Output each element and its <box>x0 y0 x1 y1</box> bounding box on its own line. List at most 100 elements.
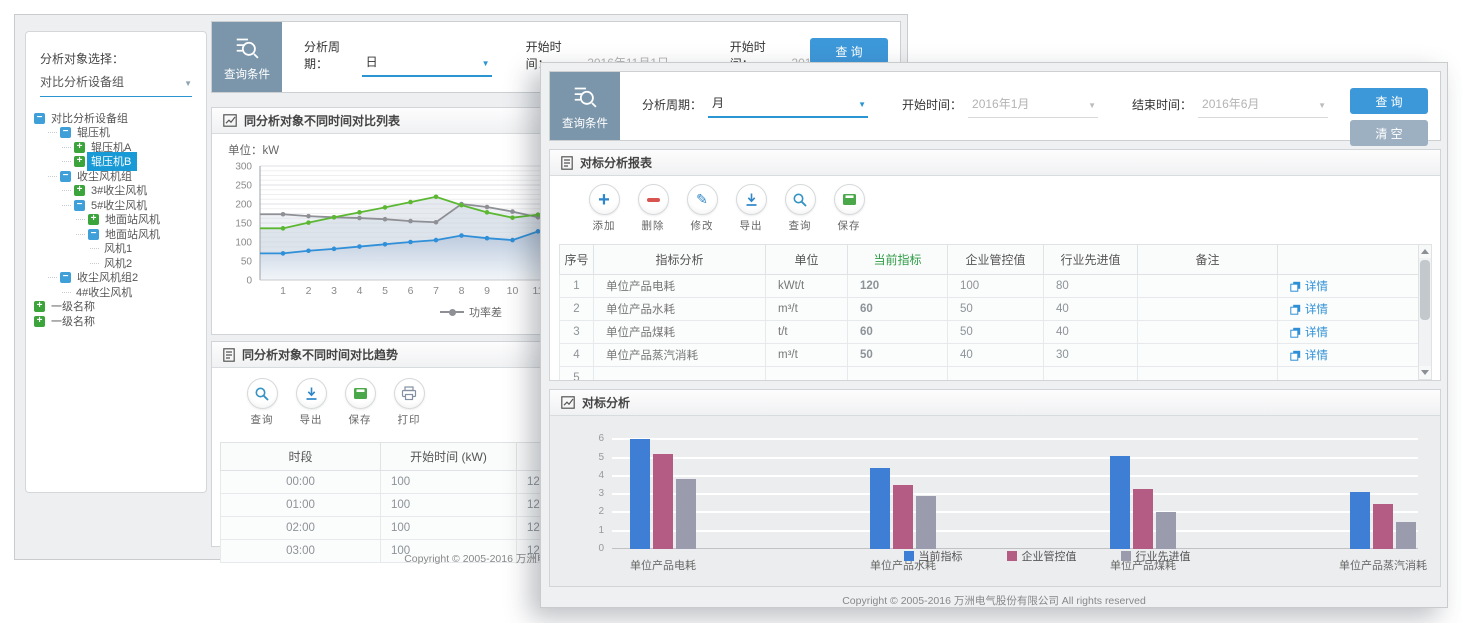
tree-node-label: 一级名称 <box>51 315 95 328</box>
expand-icon[interactable]: + <box>88 214 99 226</box>
svg-text:10: 10 <box>507 285 519 297</box>
scroll-thumb[interactable] <box>1420 260 1430 320</box>
report-scrollbar[interactable] <box>1418 244 1432 380</box>
front-query-fields: 分析周期：月 ▼ 开始时间： 2016年1月 ▼ 结束时间： 2016年6月 ▼ <box>620 72 1329 140</box>
collapse-icon[interactable]: − <box>74 199 85 211</box>
tree-node[interactable]: − 地面站风机 <box>26 227 206 242</box>
tree-node-label: 风机1 <box>104 243 133 256</box>
expand-icon[interactable]: + <box>74 156 85 168</box>
tree-node[interactable]: 风机2 <box>26 256 206 271</box>
save-circle <box>833 184 865 215</box>
field-select[interactable]: 月 ▼ <box>708 94 869 118</box>
tree-node[interactable]: + 辊压机A <box>26 140 206 155</box>
unit-cell: kWt/t <box>765 274 848 298</box>
query-condition-box: 查询条件 <box>212 22 282 92</box>
field-select[interactable]: 2016年6月 ▼ <box>1198 95 1329 118</box>
collapse-icon[interactable]: − <box>88 228 99 240</box>
tree-node[interactable]: + 辊压机B <box>26 152 206 172</box>
toolbar-button-print[interactable]: 打印 <box>389 378 429 427</box>
edit-circle: ✎ <box>686 184 718 215</box>
tree-node[interactable]: + 地面站风机 <box>26 213 206 228</box>
detail-link[interactable]: 详情 <box>1278 324 1419 340</box>
field-select[interactable]: 日 ▼ <box>361 53 492 77</box>
tree-node-label: 对比分析设备组 <box>51 112 128 125</box>
toolbar-button-save[interactable]: 保存 <box>340 378 380 427</box>
query-button[interactable]: 查 询 <box>1350 88 1428 114</box>
field-select[interactable]: 2016年1月 ▼ <box>968 95 1099 118</box>
device-tree: − 对比分析设备组 − 辊压机 + 辊压机A + 辊压机B − 收尘风机组 +3#收尘风机 −5#收尘… <box>26 111 206 329</box>
scroll-up-arrow[interactable] <box>1419 245 1431 258</box>
tree-node[interactable]: −5#收尘风机 <box>26 198 206 213</box>
bar-行业先进值 <box>676 479 696 549</box>
gridline <box>612 474 1418 477</box>
value-cell: 100 <box>380 493 517 517</box>
row-number: 1 <box>559 274 594 298</box>
tree-connector <box>62 291 71 293</box>
tree-node[interactable]: 风机1 <box>26 242 206 257</box>
svg-text:0: 0 <box>246 276 252 287</box>
line-chart-title: 同分析对象不同时间对比列表 <box>244 114 401 128</box>
advanced-value: 30 <box>1043 343 1138 367</box>
legend-marker <box>1006 551 1017 561</box>
report-table-row[interactable]: 5 <box>559 366 1419 380</box>
tree-node-label: 辊压机A <box>91 141 132 154</box>
scroll-down-arrow[interactable] <box>1419 366 1431 379</box>
collapse-icon[interactable]: − <box>60 272 71 284</box>
legend-item: 企业管控值 <box>1006 548 1077 564</box>
collapse-icon[interactable]: − <box>34 112 45 124</box>
tree-node[interactable]: − 收尘风机组 <box>26 169 206 184</box>
indicator-name: 单位产品蒸汽消耗 <box>593 343 766 367</box>
device-group-select[interactable]: 对比分析设备组 ▼ <box>40 73 192 97</box>
expand-icon[interactable]: + <box>34 301 45 313</box>
tree-connector <box>48 175 57 177</box>
tree-node[interactable]: + 一级名称 <box>26 314 206 329</box>
collapse-icon[interactable]: − <box>60 170 71 182</box>
svg-text:4: 4 <box>357 285 363 297</box>
tree-node[interactable]: 4#收尘风机 <box>26 285 206 300</box>
expand-icon[interactable]: + <box>74 141 85 153</box>
report-table-wrap: 序号 指标分析 单位 当前指标 企业管控值 行业先进值 备注 1 单位产品电耗 kWt/t 120 1… <box>559 244 1419 380</box>
trend-toolbar: 查询 导出 保存 打印 <box>242 378 429 427</box>
toolbar-button-search[interactable]: 查询 <box>780 184 820 233</box>
report-table-row[interactable]: 2 单位产品水耗 m³/t 60 50 40 详情 <box>559 297 1419 321</box>
plus-icon: + <box>598 188 610 211</box>
tree-node[interactable]: + 一级名称 <box>26 300 206 315</box>
chevron-down-icon: ▼ <box>481 58 490 68</box>
toolbar-button-label: 删除 <box>641 220 665 232</box>
toolbar-button-export[interactable]: 导出 <box>291 378 331 427</box>
tree-node-label: 辊压机 <box>77 127 110 140</box>
toolbar-button-add[interactable]: + 添加 <box>584 184 624 233</box>
detail-link[interactable]: 详情 <box>1278 301 1419 317</box>
report-table-row[interactable]: 4 单位产品蒸汽消耗 m³/t 50 40 30 详情 <box>559 343 1419 367</box>
expand-icon[interactable]: + <box>34 315 45 327</box>
collapse-icon[interactable]: − <box>60 127 71 139</box>
legend-marker <box>440 308 464 316</box>
tree-node[interactable]: − 收尘风机组2 <box>26 271 206 286</box>
export-circle <box>735 184 767 215</box>
toolbar-button-remove[interactable]: 删除 <box>633 184 673 233</box>
report-table-row[interactable]: 1 单位产品电耗 kWt/t 120 100 80 详情 <box>559 274 1419 298</box>
detail-cell: 详情 <box>1277 274 1419 298</box>
detail-icon <box>1290 327 1301 338</box>
time-cell: 00:00 <box>220 470 381 494</box>
toolbar-button-search[interactable]: 查询 <box>242 378 282 427</box>
query-button[interactable]: 查 询 <box>810 38 888 64</box>
tree-node[interactable]: − 辊压机 <box>26 126 206 141</box>
advanced-value: 40 <box>1043 297 1138 321</box>
report-column-header: 指标分析 <box>593 244 766 275</box>
toolbar-button-save[interactable]: 保存 <box>829 184 869 233</box>
detail-link[interactable]: 详情 <box>1278 278 1419 294</box>
toolbar-button-edit[interactable]: ✎ 修改 <box>682 184 722 233</box>
toolbar-button-export[interactable]: 导出 <box>731 184 771 233</box>
time-cell: 02:00 <box>220 516 381 540</box>
expand-icon[interactable]: + <box>74 185 85 197</box>
detail-link[interactable]: 详情 <box>1278 347 1419 363</box>
clear-button[interactable]: 清 空 <box>1350 120 1428 146</box>
tree-node[interactable]: +3#收尘风机 <box>26 184 206 199</box>
toolbar-button-label: 导出 <box>299 414 323 426</box>
analysis-panel-header: 对标分析 <box>550 390 1440 416</box>
tree-connector <box>62 204 71 206</box>
tree-connector <box>62 146 71 148</box>
tree-node[interactable]: − 对比分析设备组 <box>26 111 206 126</box>
report-table-row[interactable]: 3 单位产品煤耗 t/t 60 50 40 详情 <box>559 320 1419 344</box>
